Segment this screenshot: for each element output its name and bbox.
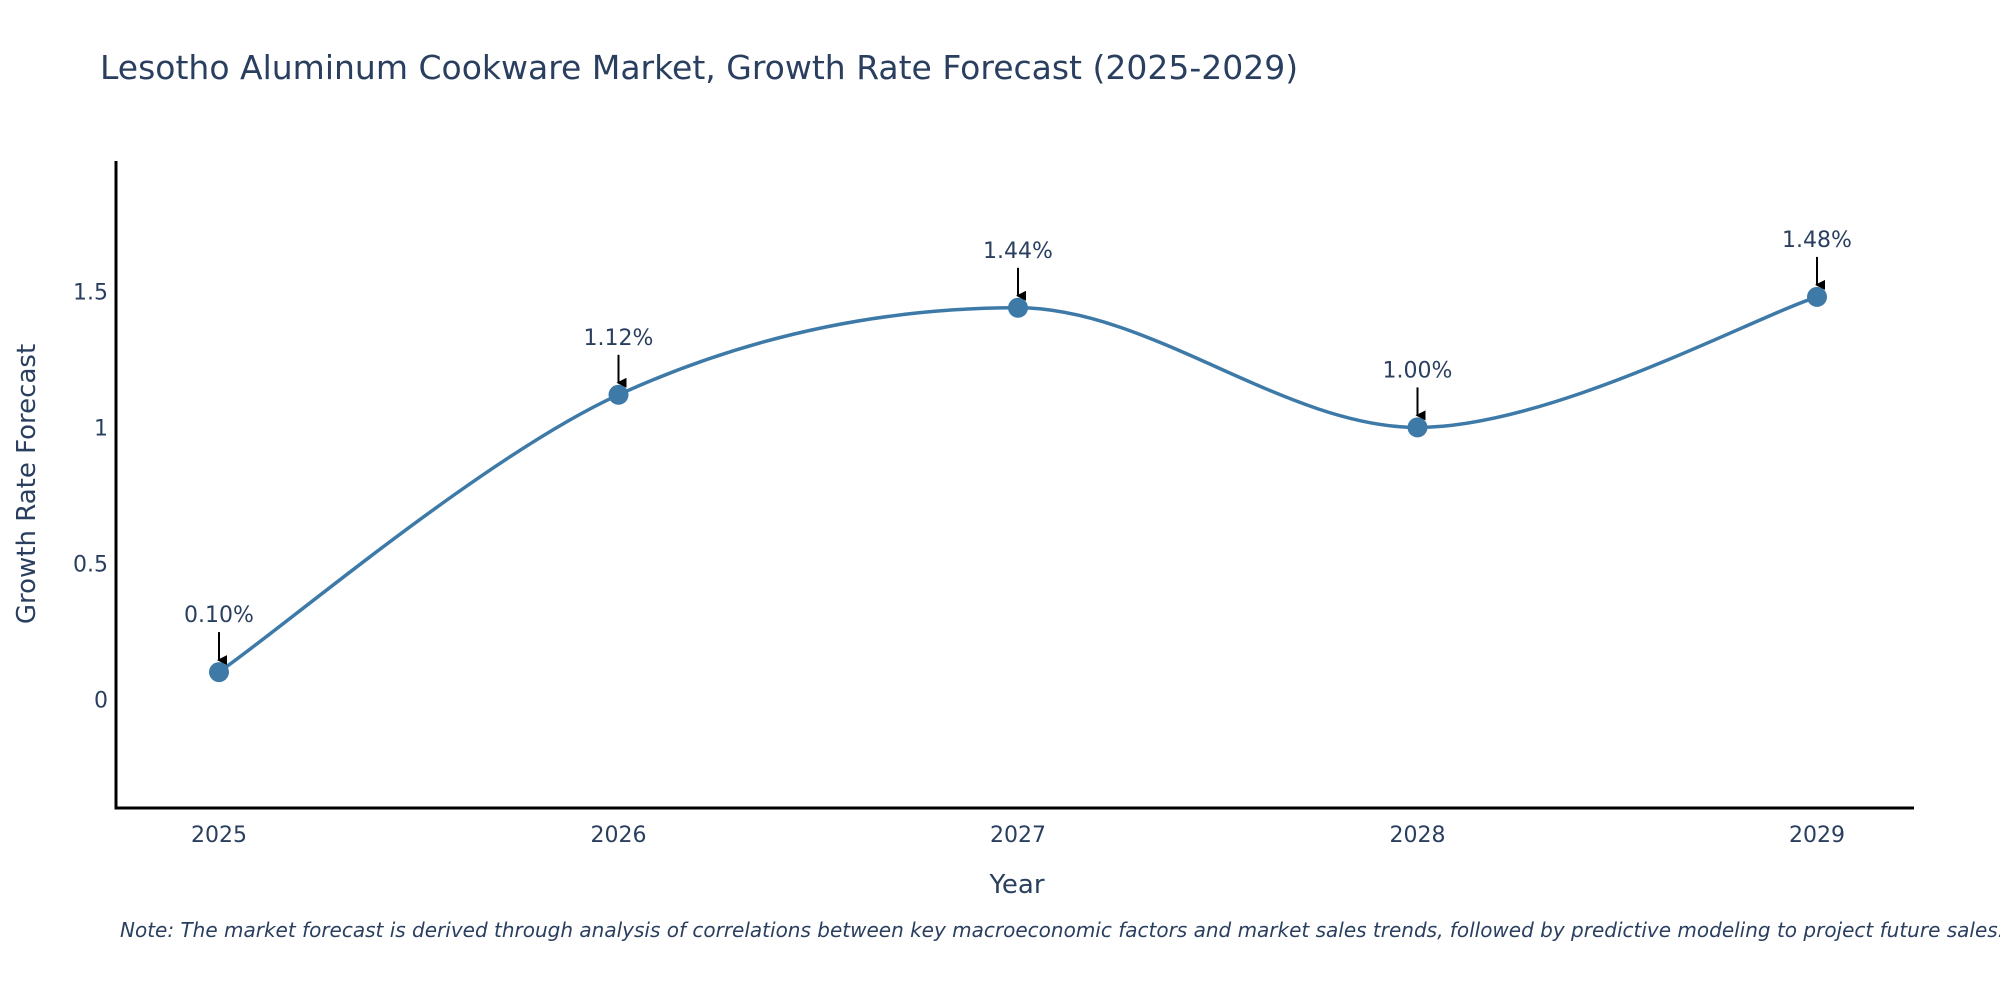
series-line <box>218 295 1818 674</box>
data-point <box>1008 297 1028 318</box>
y-ticks: 0 0.5 1 1.5 <box>73 280 108 713</box>
data-label: 1.48% <box>1782 228 1852 253</box>
annotations: 0.10% 1.12% 1.44% 1.00% 1.48% <box>184 228 1852 666</box>
x-tick-label: 2029 <box>1789 823 1845 848</box>
y-tick-label: 0 <box>94 688 108 713</box>
y-tick-label: 0.5 <box>73 552 108 577</box>
data-point <box>209 662 229 683</box>
x-tick-label: 2028 <box>1390 823 1446 848</box>
chart-note: Note: The market forecast is derived thr… <box>120 918 2000 942</box>
data-label: 1.44% <box>983 239 1053 264</box>
data-label: 1.00% <box>1383 358 1453 383</box>
y-axis-title: Growth Rate Forecast <box>12 344 42 624</box>
data-point <box>1407 417 1428 438</box>
data-label: 1.12% <box>584 326 654 351</box>
x-tick-label: 2025 <box>191 823 247 848</box>
x-axis-title: Year <box>988 870 1044 900</box>
x-tick-label: 2026 <box>591 823 647 848</box>
x-ticks: 2025 2026 2027 2028 2029 <box>191 823 1845 848</box>
markers <box>209 286 1827 683</box>
data-point <box>1807 286 1827 307</box>
data-point <box>608 384 629 405</box>
chart-title: Lesotho Aluminum Cookware Market, Growth… <box>100 48 1299 87</box>
y-tick-label: 1.5 <box>73 280 108 305</box>
x-tick-label: 2027 <box>990 823 1046 848</box>
data-label: 0.10% <box>184 603 254 628</box>
y-tick-label: 1 <box>94 416 108 441</box>
